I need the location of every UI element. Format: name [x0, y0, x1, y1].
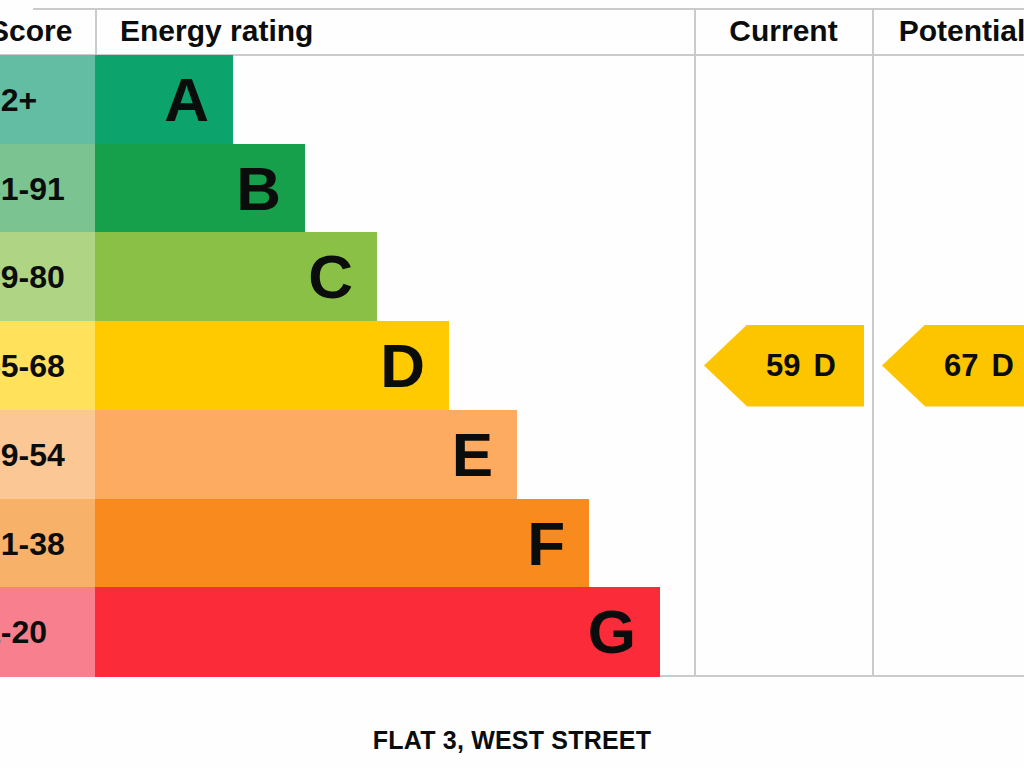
band-letter: B	[236, 158, 281, 220]
current-rating-value: 59	[766, 348, 800, 384]
epc-band-row-e: 39-54 E	[0, 410, 517, 500]
score-range-label: 55-68	[0, 348, 65, 385]
score-range-label: 81-91	[0, 170, 65, 207]
score-range-label: 1-20	[0, 614, 47, 651]
rating-bar-a: A	[95, 55, 233, 145]
energy-rating-column-header: Energy rating	[120, 8, 313, 54]
potential-column-header: Potential	[872, 8, 1024, 54]
epc-band-row-a: 92+ A	[0, 55, 233, 145]
rating-bar-e: E	[95, 410, 517, 500]
rating-bar-b: B	[95, 144, 305, 234]
band-letter: C	[308, 246, 353, 308]
potential-rating-arrow: 67 D	[882, 325, 1024, 407]
current-rating-arrow: 59 D	[704, 325, 864, 407]
epc-band-row-f: 21-38 F	[0, 499, 589, 589]
band-letter: D	[380, 335, 425, 397]
score-range-cell: 69-80	[0, 232, 95, 322]
epc-band-row-b: 81-91 B	[0, 144, 305, 234]
potential-column-divider	[872, 8, 874, 677]
epc-band-row-d: 55-68 D	[0, 321, 449, 411]
band-letter: G	[588, 601, 636, 663]
score-range-cell: 1-20	[0, 587, 95, 677]
score-column-divider	[95, 8, 97, 55]
band-letter: F	[527, 513, 565, 575]
score-range-cell: 55-68	[0, 321, 95, 411]
epc-band-row-g: 1-20 G	[0, 587, 660, 677]
epc-band-row-c: 69-80 C	[0, 232, 377, 322]
score-range-label: 69-80	[0, 259, 65, 296]
score-range-label: 21-38	[0, 525, 65, 562]
score-range-cell: 81-91	[0, 144, 95, 234]
potential-rating-band: D	[992, 348, 1014, 384]
rating-bar-g: G	[95, 587, 660, 677]
property-address: FLAT 3, WEST STREET	[0, 726, 1024, 755]
score-range-cell: 39-54	[0, 410, 95, 500]
rating-bar-d: D	[95, 321, 449, 411]
band-letter: A	[164, 69, 209, 131]
current-column-header: Current	[694, 8, 873, 54]
score-range-cell: 92+	[0, 55, 95, 145]
current-rating-band: D	[814, 348, 836, 384]
score-range-label: 92+	[0, 82, 37, 119]
potential-rating-value: 67	[944, 348, 978, 384]
band-letter: E	[452, 424, 493, 486]
score-range-cell: 21-38	[0, 499, 95, 589]
epc-rating-chart: Score Energy rating Current Potential 92…	[0, 0, 1024, 768]
score-range-label: 39-54	[0, 436, 65, 473]
score-column-header: Score	[0, 8, 72, 54]
rating-bar-f: F	[95, 499, 589, 589]
current-column-divider	[694, 8, 696, 677]
rating-bar-c: C	[95, 232, 377, 322]
